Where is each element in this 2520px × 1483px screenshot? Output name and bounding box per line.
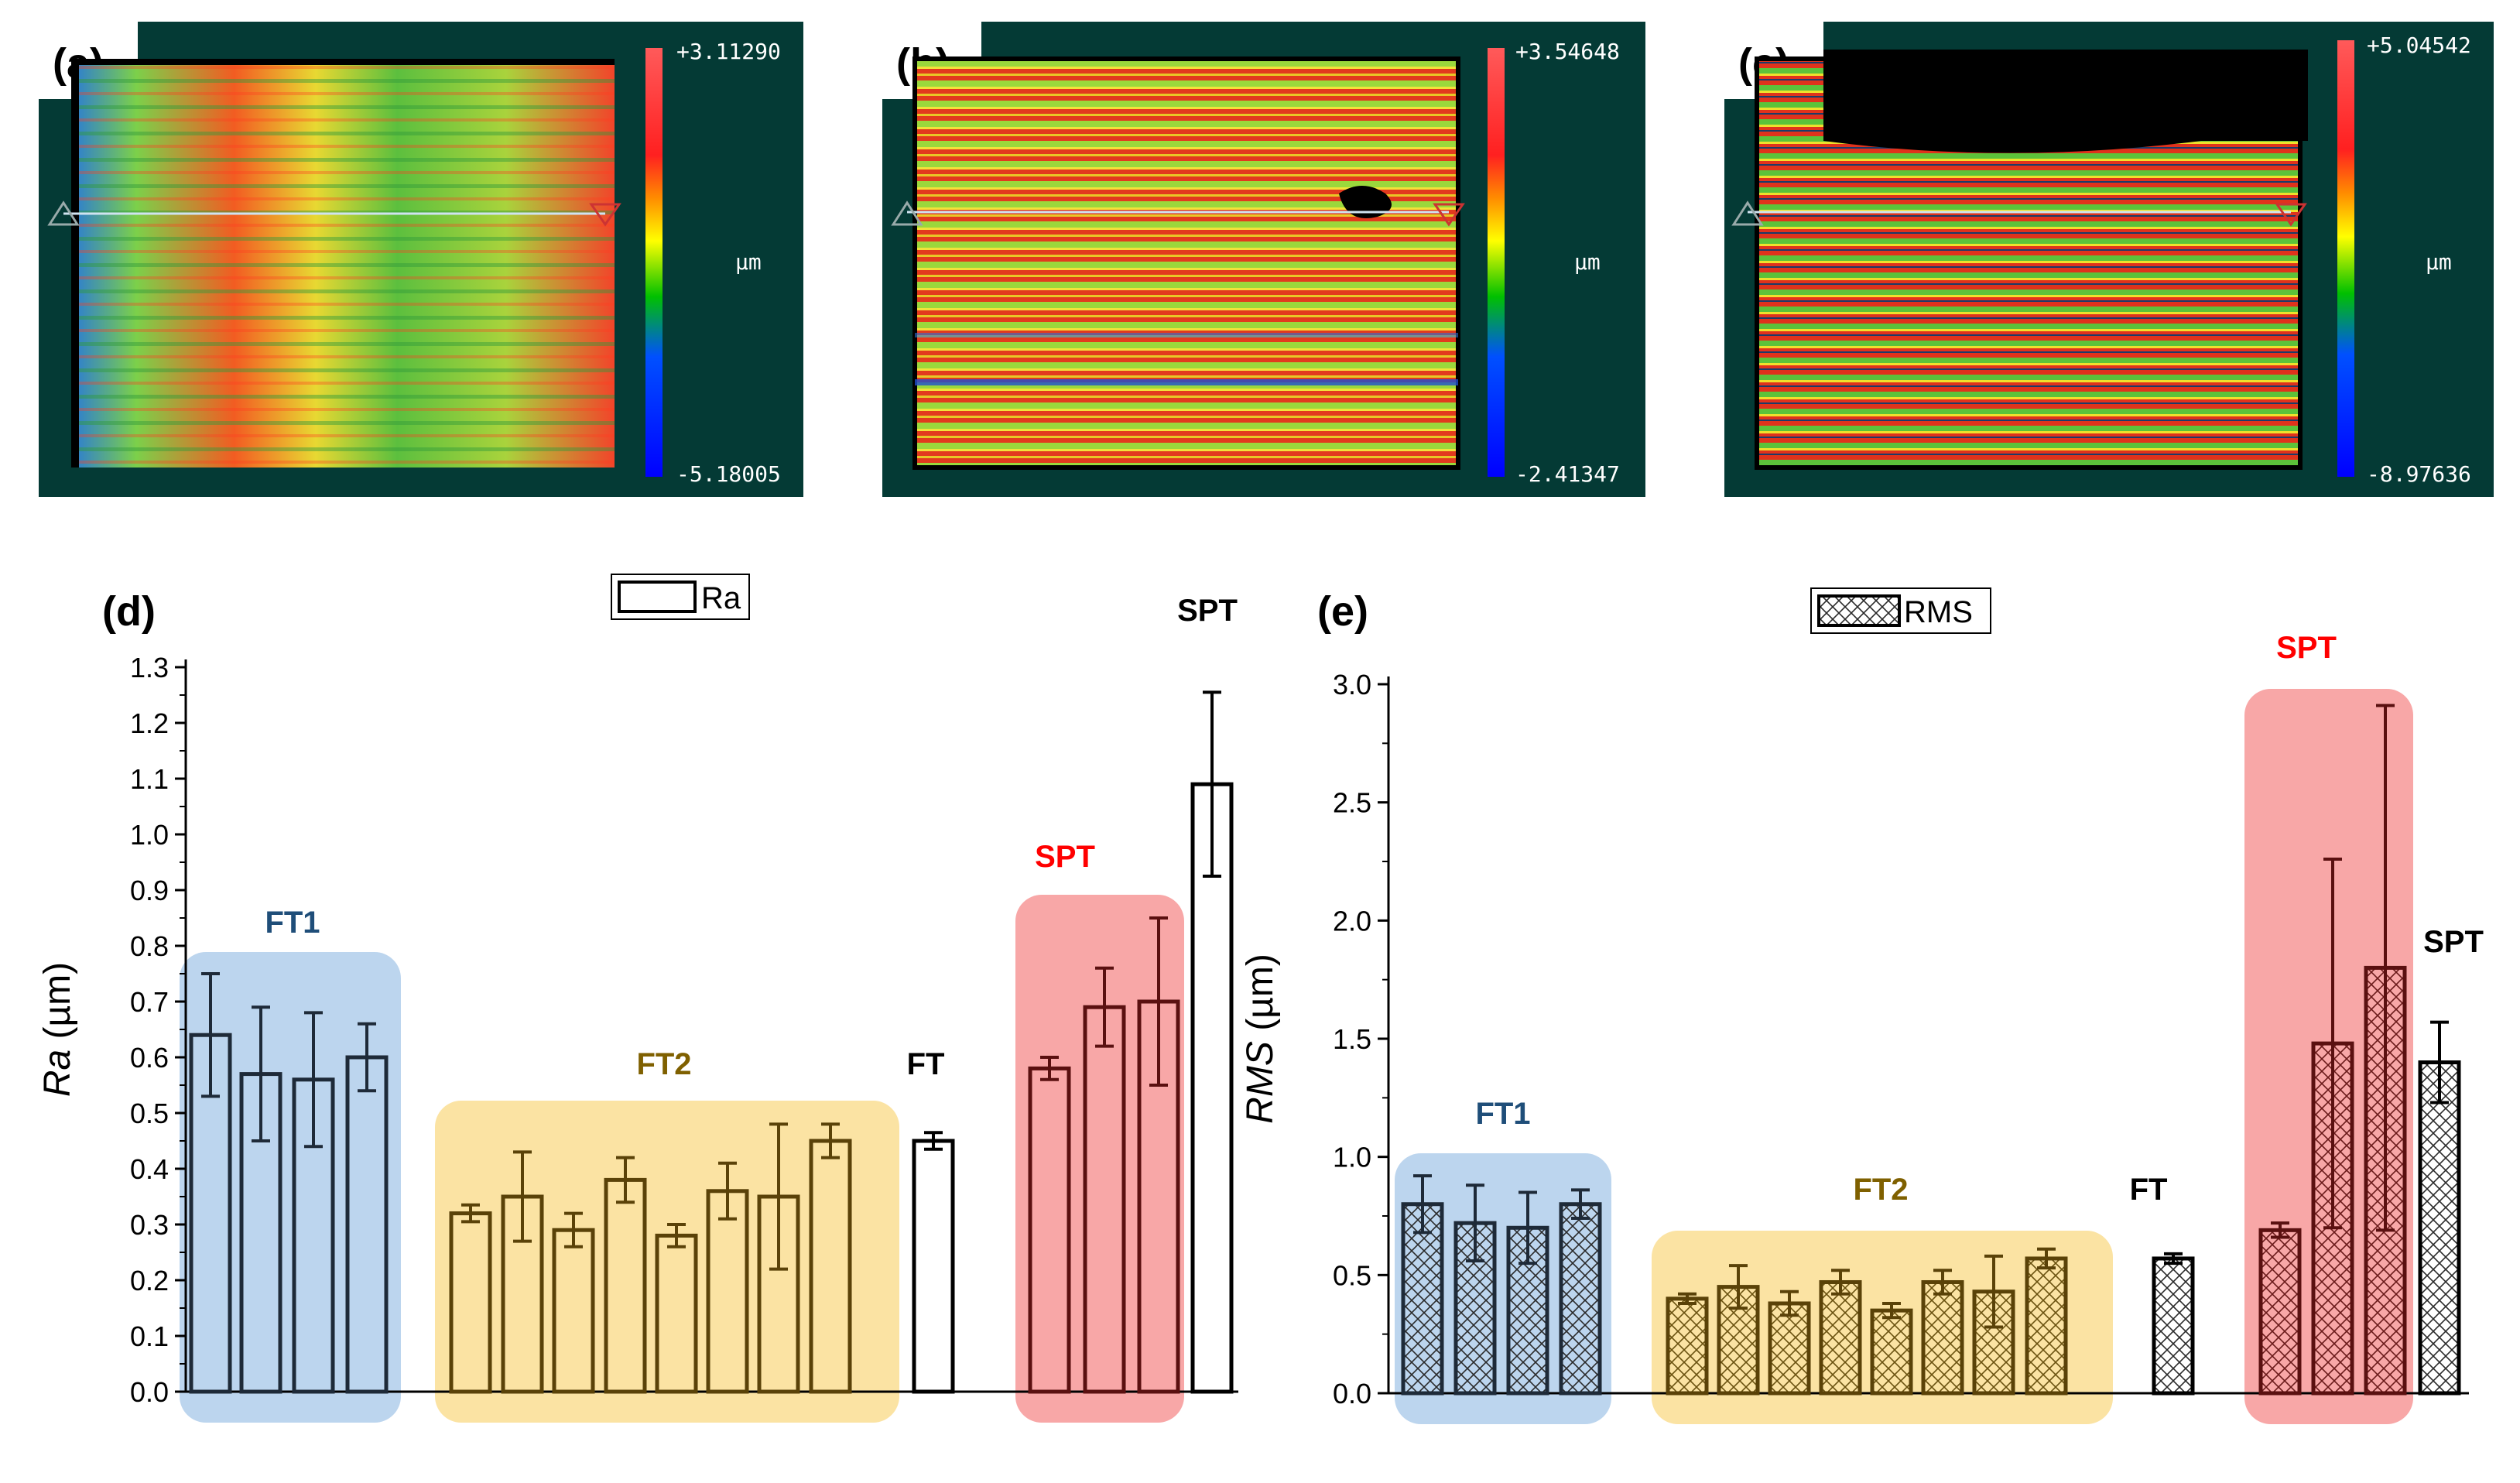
group-label-spt: SPT <box>2276 631 2337 665</box>
group-label-ft2: FT2 <box>636 1047 691 1081</box>
legend-swatch-ra <box>618 581 697 613</box>
bar-ft <box>912 1139 955 1394</box>
panel-c: (c) +5.04542 µm -8.97636 <box>1724 22 2494 497</box>
height-map-b <box>915 59 1458 468</box>
bar-spt <box>1190 782 1234 1394</box>
y-tick-label: 0.0 <box>130 1376 169 1408</box>
y-tick-label: 0.8 <box>130 930 169 962</box>
legend-d: Ra <box>611 574 750 620</box>
group-box-spt <box>1015 895 1184 1423</box>
bar-ft2 <box>1819 1279 1862 1396</box>
colorbar-a <box>645 48 663 477</box>
y-tick-label: 1.5 <box>1333 1023 1371 1055</box>
colorbar-c <box>2337 40 2354 477</box>
panel-a: (a) +3.11290 µm -5.18005 <box>39 22 803 497</box>
group-label-ft1: FT1 <box>265 906 320 940</box>
bar-ft2 <box>1768 1301 1811 1396</box>
y-tick-label: 1.3 <box>130 652 169 683</box>
y-axis-label: RMS (µm) <box>1240 954 1281 1124</box>
panel-b: (b) +3.54648 µm -2.41347 <box>882 22 1645 497</box>
y-axis-label: Ra (µm) <box>37 962 78 1097</box>
bar-ft2 <box>2025 1256 2068 1396</box>
y-tick-label: 1.0 <box>130 819 169 851</box>
legend-label-ra: Ra <box>701 581 741 615</box>
group-label-spt: SPT <box>2423 925 2484 959</box>
profile-start-marker-b <box>891 200 923 226</box>
group-label-spt: SPT <box>1177 594 1238 628</box>
group-label-ft2: FT2 <box>1853 1173 1908 1207</box>
group-label-ft1: FT1 <box>1475 1097 1530 1131</box>
panel-label-d: (d) <box>102 588 156 635</box>
group-label-ft: FT <box>2130 1173 2168 1207</box>
y-tick-label: 0.2 <box>130 1265 169 1296</box>
y-tick-label: 1.0 <box>1333 1142 1371 1173</box>
y-tick-label: 3.0 <box>1333 669 1371 700</box>
bar-ft2 <box>1921 1279 1964 1396</box>
colorbar-b <box>1488 48 1505 477</box>
bar-ft1 <box>1559 1202 1602 1396</box>
y-tick-label: 1.2 <box>130 707 169 739</box>
group-box-ft1 <box>1395 1153 1611 1424</box>
profile-end-marker-b <box>1433 203 1465 227</box>
y-tick-label: 0.5 <box>1333 1259 1371 1291</box>
group-box-ft2 <box>435 1101 899 1423</box>
colorbar-max-b: +3.54648 <box>1515 39 1620 64</box>
group-label-spt: SPT <box>1035 840 1095 874</box>
colorbar-max-a: +3.11290 <box>676 39 781 64</box>
ra-bar-chart: (d) Ra 0.0 0.1 0.2 0.3 0.4 0.5 0.6 0.7 0.8 0.9 1.0… <box>37 574 1238 1423</box>
legend-e: RMS <box>1810 587 1991 634</box>
colorbar-unit-c: µm <box>2426 249 2452 275</box>
y-tick-label: 0.5 <box>130 1098 169 1129</box>
legend-swatch-rms <box>1817 594 1901 627</box>
profile-start-marker-a <box>47 200 80 226</box>
group-boxes <box>180 895 1184 1423</box>
panel-label-e: (e) <box>1317 588 1368 635</box>
y-tick-label: 0.4 <box>130 1153 169 1185</box>
bar-spt <box>2258 1228 2302 1396</box>
profile-start-marker-c <box>1731 200 1764 226</box>
legend-label-rms: RMS <box>1904 595 1973 629</box>
profile-end-marker-c <box>2275 203 2307 227</box>
colorbar-min-a: -5.18005 <box>676 461 781 487</box>
y-tick-label: 0.7 <box>130 986 169 1018</box>
rms-bar-chart: (e) RMS 0.0 0.5 1.0 1.5 2.0 2.5 3.0 RMS (µm) FT1… <box>1240 587 2484 1424</box>
y-tick-label: 1.1 <box>130 763 169 795</box>
y-tick-label: 2.5 <box>1333 787 1371 819</box>
y-tick-label: 2.0 <box>1333 905 1371 937</box>
bar-spt <box>2418 1060 2461 1396</box>
bar-ft2 <box>1870 1308 1913 1396</box>
colorbar-unit-a: µm <box>735 249 762 275</box>
y-tick-label: 0.0 <box>1333 1378 1371 1409</box>
colorbar-unit-b: µm <box>1574 249 1601 275</box>
bar-ft2 <box>1666 1296 1709 1396</box>
profile-end-marker-a <box>589 203 621 227</box>
bar-ft <box>2152 1256 2195 1396</box>
y-tick-label: 0.9 <box>130 875 169 906</box>
group-label-ft: FT <box>907 1047 945 1081</box>
y-tick-label: 0.1 <box>130 1320 169 1352</box>
colorbar-max-c: +5.04542 <box>2367 33 2471 58</box>
colorbar-min-c: -8.97636 <box>2367 461 2471 487</box>
y-tick-label: 0.3 <box>130 1209 169 1241</box>
colorbar-min-b: -2.41347 <box>1515 461 1620 487</box>
y-tick-label: 0.6 <box>130 1042 169 1074</box>
